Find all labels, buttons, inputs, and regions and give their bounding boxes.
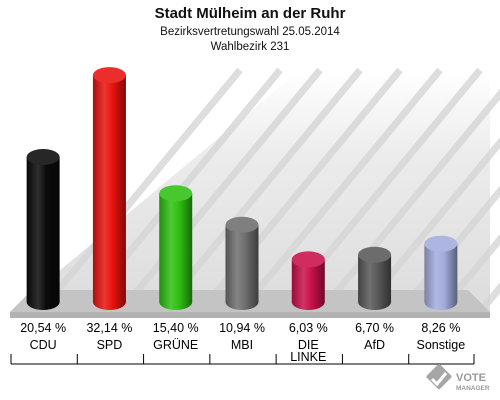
bar-cap	[424, 235, 458, 252]
logo-text-manager: MANAGER	[456, 385, 490, 392]
chart-title: Stadt Mülheim an der Ruhr	[155, 5, 346, 22]
bar-body	[159, 193, 193, 310]
bar-body	[424, 243, 458, 310]
category-label: CDU	[30, 338, 57, 352]
wall-line	[237, 67, 443, 315]
logo-text-vote: VOTE	[456, 372, 486, 384]
bar-body	[358, 254, 392, 310]
bar-cap	[159, 185, 193, 202]
bar-cdu	[26, 149, 60, 310]
bar-cap	[92, 67, 126, 84]
category-label: AfD	[364, 338, 385, 352]
bar-group	[26, 67, 458, 310]
bar-cap	[26, 149, 60, 166]
category-axis	[10, 354, 475, 365]
chart-subtitle-election: Bezirksvertretungswahl 25.05.2014	[160, 26, 340, 38]
category-label: MBI	[231, 338, 253, 352]
wall-line	[117, 67, 323, 315]
category-label: GRÜNE	[153, 338, 198, 352]
wall-line	[437, 233, 500, 315]
bar-cap	[291, 251, 325, 268]
votemanager-logo: VOTE MANAGER	[426, 364, 490, 392]
bar-cap	[358, 246, 392, 263]
value-label: 8,26 %	[421, 321, 460, 335]
value-label: 15,40 %	[153, 321, 199, 335]
chart-floor-front	[10, 312, 490, 318]
logo-check-icon	[426, 364, 452, 390]
value-label: 20,54 %	[20, 321, 66, 335]
bar-cap	[225, 216, 259, 233]
bar-afd	[358, 246, 392, 310]
wall-line	[37, 67, 243, 315]
value-label: 10,94 %	[219, 321, 265, 335]
wall-line	[357, 137, 500, 315]
category-label: Sonstige	[417, 338, 466, 352]
category-label: LINKE	[290, 350, 326, 364]
bar-grüne	[159, 185, 193, 310]
bar-body	[26, 157, 60, 310]
chart-subtitle-district: Wahlbezirk 231	[211, 41, 290, 53]
wall-line	[317, 88, 500, 315]
value-label: 32,14 %	[86, 321, 132, 335]
bar-body	[92, 75, 126, 310]
bar-body	[225, 224, 259, 310]
category-label: SPD	[97, 338, 123, 352]
bar-body	[291, 259, 325, 310]
bar-mbi	[225, 216, 259, 310]
value-label: 6,70 %	[355, 321, 394, 335]
wall-line	[157, 67, 363, 315]
bar-die-linke	[291, 251, 325, 310]
bar-sonstige	[424, 235, 458, 310]
value-label: 6,03 %	[289, 321, 328, 335]
category-label: DIE	[298, 338, 319, 352]
label-group: 20,54 % CDU 32,14 % SPD 15,40 % GRÜNE 10,94 % M…	[20, 321, 465, 364]
bar-spd	[92, 67, 126, 310]
